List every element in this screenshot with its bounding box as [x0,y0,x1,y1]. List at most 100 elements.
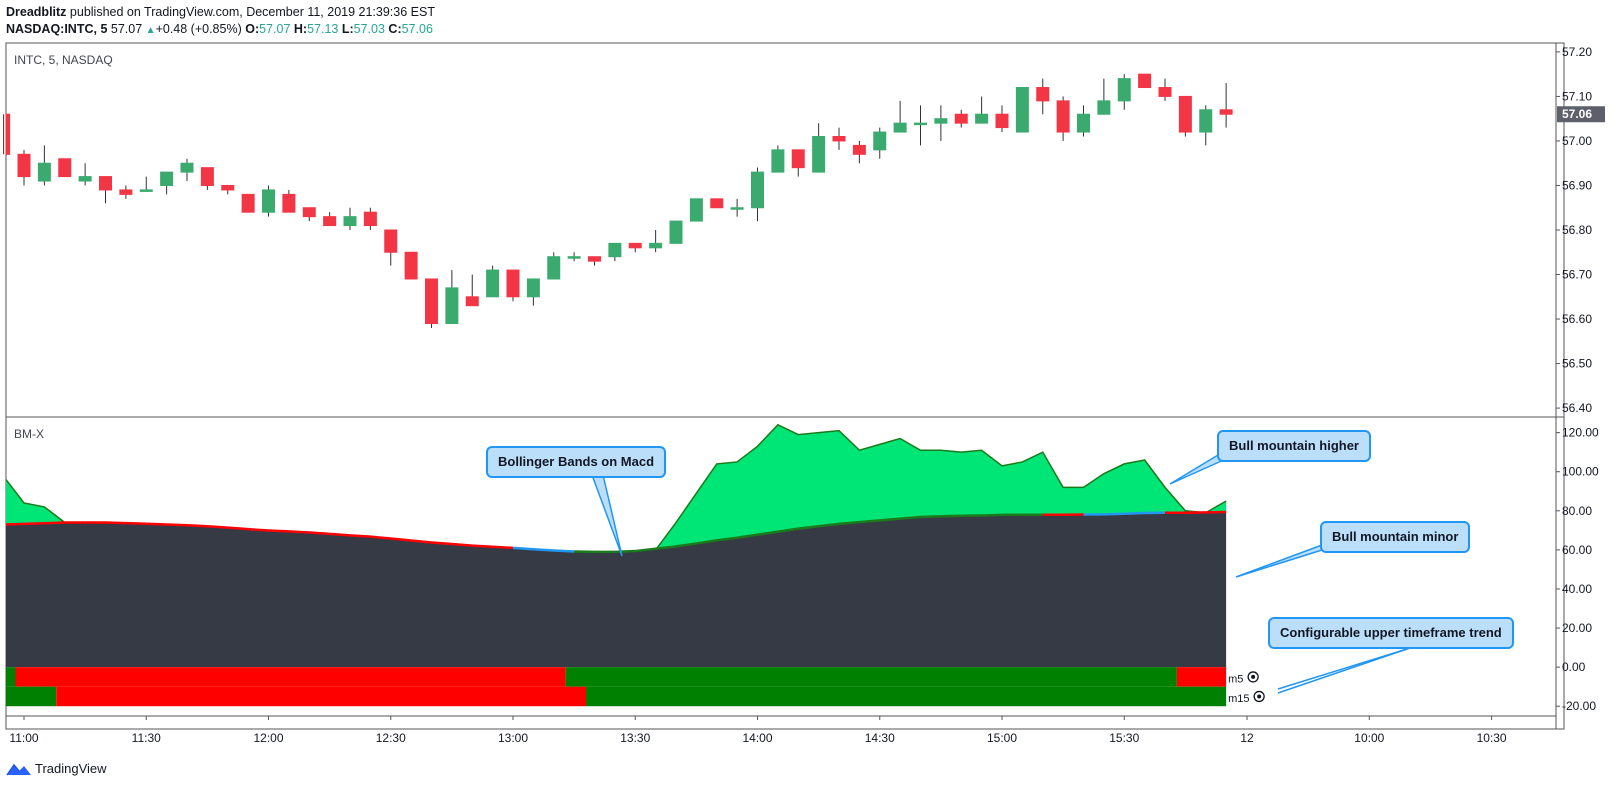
signal-line-segment [349,534,371,538]
candle [1158,78,1172,101]
candle-body-up [934,118,948,124]
indicator-axis-tick-label: 20.00 [1562,621,1592,635]
candle [343,207,357,230]
signal-line-segment [166,523,188,527]
price-axis-tick-label: 57.20 [1562,45,1592,59]
candle-body-down [1138,73,1152,89]
candle-body-down [628,242,642,249]
signal-line-segment [635,547,656,553]
candle [241,193,255,213]
candle-body-down [425,278,438,325]
signal-line-segment [227,526,249,531]
candle-body-down [710,198,724,209]
time-axis-tick-label: 12 [1240,731,1254,745]
signal-line-segment [5,522,25,526]
candle [649,230,663,253]
candle-body-down [99,176,112,191]
signal-line-segment [675,542,697,548]
signal-line-segment [879,517,901,522]
signal-line-segment [1124,511,1145,515]
signal-line-segment [818,522,840,528]
candle-body-down [17,153,31,178]
price-pane[interactable]: 57.06 [3,73,1605,328]
candle [58,158,72,178]
candle-body-up [608,242,622,258]
candle [160,171,174,195]
author-name[interactable]: Dreadblitz [6,5,67,19]
candle [995,105,1009,133]
candle [628,242,642,253]
close-label: C: [388,22,402,36]
time-axis-tick-label: 11:30 [132,731,161,745]
candle [1138,73,1152,89]
settings-gear-icon-center [1257,694,1262,699]
indicator-axis-tick-label: -20.00 [1562,699,1596,713]
price-axis-tick-label: 56.50 [1562,357,1592,371]
change-up-icon: ▲ [145,25,156,36]
candle-body-down [1056,100,1070,133]
candle [751,167,764,222]
signal-line-segment [44,521,65,525]
candle-body-down [1219,109,1233,115]
candle [873,127,887,159]
candle-body-down [852,144,866,155]
high-value: 57.13 [307,22,339,36]
candle-body-up [526,278,540,298]
candle-body-up [689,198,703,222]
signal-line-segment [859,519,880,524]
signal-line-segment [268,529,289,533]
last-price: 57.07 [110,22,143,36]
price-pane-title: INTC, 5, NASDAQ [14,53,113,67]
signal-line-segment [146,522,167,526]
time-axis-tick-label: 14:30 [865,731,895,745]
time-axis-tick-label: 13:30 [620,731,650,745]
candle [588,256,601,266]
candle-body-down [404,251,418,280]
indicator-axis-tick-label: 120.00 [1562,426,1599,440]
signal-line-segment [125,521,147,525]
candle [200,167,214,190]
candle-body-up [914,122,927,126]
trend-segment-bear [15,667,566,687]
settings-gear-icon-center [1251,674,1256,679]
candle-body-down [221,184,235,191]
signal-line-segment [23,522,45,526]
signal-line-segment [512,546,534,551]
candle [119,185,133,199]
candle-body-up [37,162,51,182]
candle [425,278,438,328]
callout-pointers [591,451,1411,694]
time-axis-tick-label: 14:00 [742,731,772,745]
signal-line-segment [981,513,1003,517]
signal-line-segment [696,539,717,545]
candle-body-down [119,189,133,195]
candle-body-down [1036,87,1050,102]
price-axis-tick-label: 56.90 [1562,178,1592,192]
candle-body-up [180,162,194,173]
candle-body-down [241,193,255,213]
candle [954,109,968,128]
candle [99,176,112,204]
candle [1015,87,1029,133]
price-axis-tick-label: 56.70 [1562,268,1592,282]
candle-body-down [465,296,479,307]
trend-row-label: m15 [1228,693,1249,705]
signal-line-segment [757,530,779,536]
candle [934,105,948,141]
signal-line-segment [309,531,330,536]
symbol-name[interactable]: NASDAQ:INTC, 5 [6,22,108,36]
signal-line-segment [838,520,860,526]
time-axis-tick-label: 10:30 [1477,731,1507,745]
chart-frame [5,42,1565,730]
candle-body-up [547,256,561,280]
candle-body-up [1117,78,1131,102]
candle [465,274,479,307]
tradingview-footer[interactable]: TradingView [6,761,107,777]
indicator-pane[interactable]: m5 m15 [5,423,1265,707]
candle [78,163,92,186]
candle [17,149,31,186]
candle [404,251,418,280]
candle-body-down [282,193,296,213]
candle-body-up [567,256,581,259]
